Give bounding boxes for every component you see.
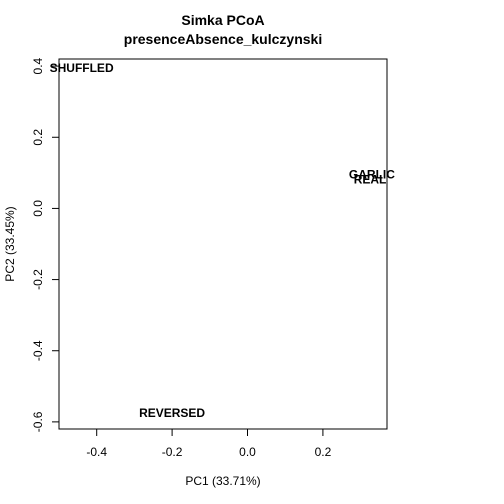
x-tick-label: -0.4	[86, 445, 107, 459]
x-axis: -0.4 -0.2 0.0 0.2	[86, 428, 332, 459]
chart-title: Simka PCoA	[181, 12, 264, 28]
y-tick-label: -0.6	[31, 411, 45, 432]
x-axis-label: PC1 (33.71%)	[185, 474, 260, 488]
y-tick-label: 0.2	[31, 129, 45, 146]
y-tick-label: -0.2	[31, 269, 45, 290]
point-label-reversed: REVERSED	[139, 406, 205, 420]
chart-subtitle: presenceAbsence_kulczynski	[124, 31, 322, 47]
y-tick-label: 0.0	[31, 200, 45, 217]
y-tick-label: -0.4	[31, 340, 45, 361]
x-tick-label: 0.2	[315, 445, 332, 459]
plot-frame	[58, 58, 388, 430]
x-tick-label: 0.0	[239, 445, 256, 459]
point-label-garlic: GARLIC	[349, 168, 395, 182]
y-axis: -0.6 -0.4 -0.2 0.0 0.2 0.4	[31, 57, 60, 432]
y-axis-label: PC2 (33.45%)	[3, 206, 17, 281]
y-tick-label: 0.4	[31, 57, 45, 74]
x-tick-label: -0.2	[162, 445, 183, 459]
point-label-shuffled: SHUFFLED	[50, 61, 114, 75]
point-label-real: REAL	[354, 172, 387, 186]
